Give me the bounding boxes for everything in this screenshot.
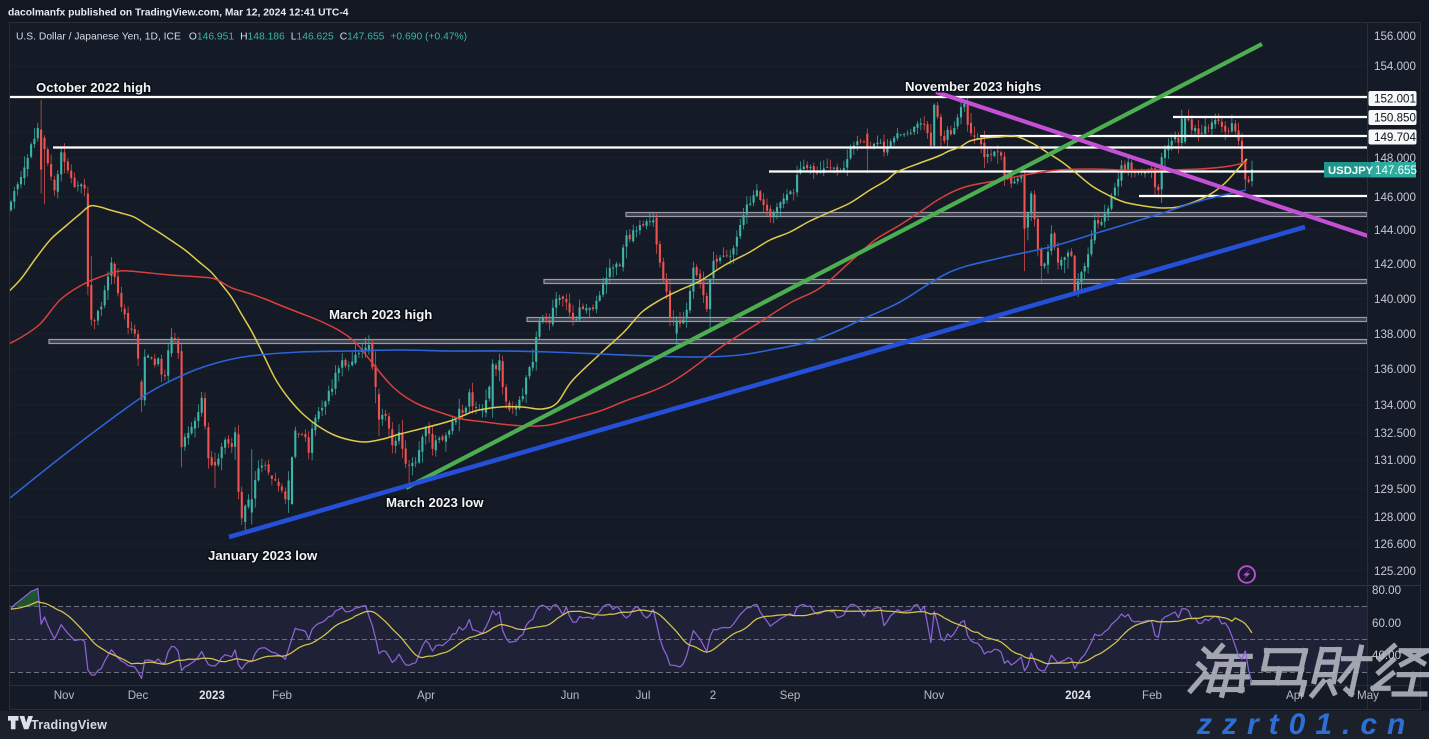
svg-text:USDJPY: USDJPY — [1328, 165, 1374, 177]
svg-text:January 2023 low: January 2023 low — [208, 548, 318, 563]
svg-text:149.704: 149.704 — [1374, 131, 1416, 144]
svg-text:125.200: 125.200 — [1374, 565, 1416, 578]
svg-text:126.600: 126.600 — [1374, 538, 1416, 551]
svg-text:148.000: 148.000 — [1374, 152, 1416, 165]
svg-text:TradingView: TradingView — [31, 718, 107, 732]
svg-text:80.00: 80.00 — [1372, 584, 1401, 597]
svg-text:131.000: 131.000 — [1374, 454, 1416, 467]
svg-text:134.000: 134.000 — [1374, 399, 1416, 412]
svg-text:136.000: 136.000 — [1374, 363, 1416, 376]
svg-text:142.000: 142.000 — [1374, 258, 1416, 271]
svg-text:U.S. Dollar / Japanese Yen, 1D: U.S. Dollar / Japanese Yen, 1D, ICE O146.… — [16, 32, 467, 43]
svg-text:Apr: Apr — [417, 689, 435, 702]
svg-text:2023: 2023 — [199, 689, 225, 702]
svg-text:128.000: 128.000 — [1374, 511, 1416, 524]
svg-text:152.001: 152.001 — [1374, 93, 1416, 106]
svg-text:Nov: Nov — [54, 689, 75, 702]
svg-text:138.000: 138.000 — [1374, 328, 1416, 341]
svg-text:March 2023 high: March 2023 high — [329, 307, 432, 322]
svg-text:May: May — [1357, 689, 1379, 702]
svg-text:Feb: Feb — [1142, 689, 1162, 702]
svg-text:60.00: 60.00 — [1372, 617, 1401, 630]
svg-text:156.000: 156.000 — [1374, 30, 1416, 43]
svg-text:Dec: Dec — [128, 689, 149, 702]
svg-text:147.655: 147.655 — [1375, 164, 1417, 177]
svg-text:150.850: 150.850 — [1374, 112, 1416, 125]
svg-text:dacolmanfx published on Tradin: dacolmanfx published on TradingView.com,… — [8, 8, 349, 19]
svg-text:154.000: 154.000 — [1374, 60, 1416, 73]
svg-text:Jul: Jul — [636, 689, 651, 702]
svg-text:146.000: 146.000 — [1374, 191, 1416, 204]
svg-text:Jun: Jun — [561, 689, 580, 702]
svg-text:Feb: Feb — [272, 689, 292, 702]
svg-text:Sep: Sep — [780, 689, 801, 702]
svg-text:2: 2 — [710, 689, 716, 702]
svg-text:129.500: 129.500 — [1374, 483, 1416, 496]
svg-text:November 2023 highs: November 2023 highs — [905, 79, 1041, 94]
svg-text:October 2022 high: October 2022 high — [36, 80, 151, 95]
svg-text:Nov: Nov — [924, 689, 945, 702]
svg-text:2024: 2024 — [1065, 689, 1091, 702]
svg-text:144.000: 144.000 — [1374, 224, 1416, 237]
svg-text:140.000: 140.000 — [1374, 293, 1416, 306]
svg-text:zzrt01.cn: zzrt01.cn — [1196, 708, 1415, 739]
svg-text:March 2023 low: March 2023 low — [386, 495, 484, 510]
svg-text:132.500: 132.500 — [1374, 427, 1416, 440]
